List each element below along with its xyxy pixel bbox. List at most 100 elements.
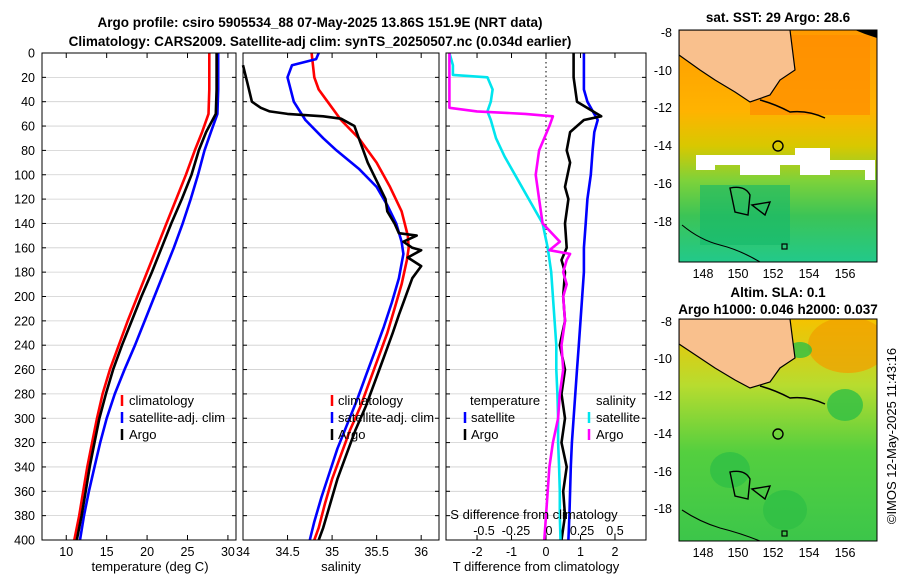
lat-tick: -12 <box>654 389 672 403</box>
sst-map-frame <box>678 29 878 263</box>
depth-tick-label: 200 <box>14 290 35 304</box>
depth-tick-label: 220 <box>14 314 35 328</box>
island-chain <box>759 385 826 405</box>
sla-low-anomaly <box>827 389 863 421</box>
series-argo <box>241 64 423 541</box>
title-line-2: Climatology: CARS2009. Satellite-adj cli… <box>69 34 572 49</box>
legend-temp-argo: Argo <box>471 427 498 442</box>
legend-sal-satellite: satellite <box>596 410 640 425</box>
legend-temp-satellite: satellite <box>471 410 515 425</box>
legend-satellite: satellite-adj. clim <box>129 410 225 425</box>
reef-islands <box>729 470 772 501</box>
depth-tick-label: 60 <box>21 120 35 134</box>
lon-tick: 156 <box>835 546 856 560</box>
s-tick: -0.5 <box>473 524 495 538</box>
x-tick-label: 1 <box>577 545 584 559</box>
series-temperature-satellite <box>567 53 600 541</box>
depth-tick-label: 40 <box>21 95 35 109</box>
x-tick-label: -1 <box>506 545 517 559</box>
s-difference-ticks: -0.5 -0.25 0 0.25 0.5 <box>473 524 624 538</box>
argo-location-marker <box>772 140 784 152</box>
sla-low-anomaly <box>763 490 807 530</box>
legend-sal-argo: Argo <box>596 427 623 442</box>
depth-tick-label: 120 <box>14 193 35 207</box>
land-new-guinea <box>679 30 796 103</box>
x-tick-label: 36 <box>414 545 428 559</box>
series-satellite-adj-clim <box>286 52 405 541</box>
sst-missing-data <box>696 148 875 180</box>
sla-map <box>679 319 877 541</box>
x-tick-label: 34.5 <box>275 545 299 559</box>
x-tick-label: 34 <box>236 545 250 559</box>
series-satellite-adj-clim <box>78 53 220 541</box>
depth-tick-label: 240 <box>14 339 35 353</box>
legend-sal-header: salinity <box>596 393 636 408</box>
depth-tick-label: 340 <box>14 460 35 474</box>
salinity-legend: climatology satellite-adj. clim Argo <box>330 393 434 442</box>
argo-location-marker <box>772 428 784 440</box>
lat-tick: -18 <box>654 215 672 229</box>
lon-tick: 154 <box>799 546 820 560</box>
x-tick-label: 15 <box>100 545 114 559</box>
sst-map-lon-ticks: 148 150 152 154 156 <box>693 267 856 281</box>
lon-tick: 154 <box>799 267 820 281</box>
x-tick-label: -2 <box>471 545 482 559</box>
temperature-panel: 10 15 20 25 30020406080100120140160180200220… <box>14 47 237 559</box>
depth-tick-label: 20 <box>21 71 35 85</box>
lat-tick: -14 <box>654 139 672 153</box>
salinity-xlabel: salinity <box>321 559 361 574</box>
sst-map <box>679 30 877 262</box>
lat-tick: -10 <box>654 64 672 78</box>
depth-tick-label: 260 <box>14 363 35 377</box>
lat-tick: -10 <box>654 352 672 366</box>
lat-tick: -8 <box>661 315 672 329</box>
depth-tick-label: 320 <box>14 436 35 450</box>
salinity-panel: 34 34.5 35 35.5 36 <box>236 52 440 559</box>
x-tick-label: 30 <box>221 545 235 559</box>
depth-tick-label: 380 <box>14 509 35 523</box>
x-tick-label: 25 <box>181 545 195 559</box>
difference-panel: -2 -1 0 1 2 <box>445 52 647 559</box>
s-tick: 0.5 <box>606 524 623 538</box>
depth-tick-label: 400 <box>14 534 35 548</box>
legend-argo: Argo <box>129 427 156 442</box>
lon-tick: 148 <box>693 546 714 560</box>
sla-map-lat-ticks: -8 -10 -12 -14 -16 -18 <box>654 315 672 516</box>
sla-high-anomaly <box>808 319 877 373</box>
legend-argo: Argo <box>338 427 365 442</box>
island-chain <box>759 99 826 119</box>
depth-tick-label: 100 <box>14 168 35 182</box>
depth-tick-label: 160 <box>14 241 35 255</box>
lat-tick: -18 <box>654 502 672 516</box>
x-tick-label: 0 <box>543 545 550 559</box>
title-line-1: Argo profile: csiro 5905534_88 07-May-20… <box>98 15 543 30</box>
sst-map-title: sat. SST: 29 Argo: 28.6 <box>706 10 851 25</box>
island-ne <box>855 30 877 38</box>
lon-tick: 150 <box>728 546 749 560</box>
s-difference-label: S difference from climatology <box>450 507 618 522</box>
sst-map-lat-ticks: -8 -10 -12 -14 -16 -18 <box>654 26 672 229</box>
coastline <box>681 224 761 262</box>
legend-satellite: satellite-adj. clim <box>338 410 434 425</box>
x-tick-label: 35 <box>325 545 339 559</box>
s-tick: 0 <box>546 524 553 538</box>
series-temperature-argo <box>558 53 603 541</box>
temperature-xlabel: temperature (deg C) <box>91 559 208 574</box>
depth-tick-label: 360 <box>14 485 35 499</box>
depth-tick-label: 80 <box>21 144 35 158</box>
series-argo <box>75 53 218 541</box>
series-salinity-argo <box>448 53 572 541</box>
temperature-legend: climatology satellite-adj. clim Argo <box>120 393 225 442</box>
depth-tick-label: 280 <box>14 387 35 401</box>
depth-tick-label: 180 <box>14 266 35 280</box>
s-tick: 0.25 <box>570 524 594 538</box>
lat-tick: -16 <box>654 465 672 479</box>
panel-frame <box>445 52 647 541</box>
x-tick-label: 20 <box>140 545 154 559</box>
small-island <box>781 243 788 250</box>
lon-tick: 152 <box>763 546 784 560</box>
difference-legend: temperature satellite Argo salinity sate… <box>463 393 640 442</box>
series-climatology <box>73 53 211 541</box>
lon-tick: 148 <box>693 267 714 281</box>
